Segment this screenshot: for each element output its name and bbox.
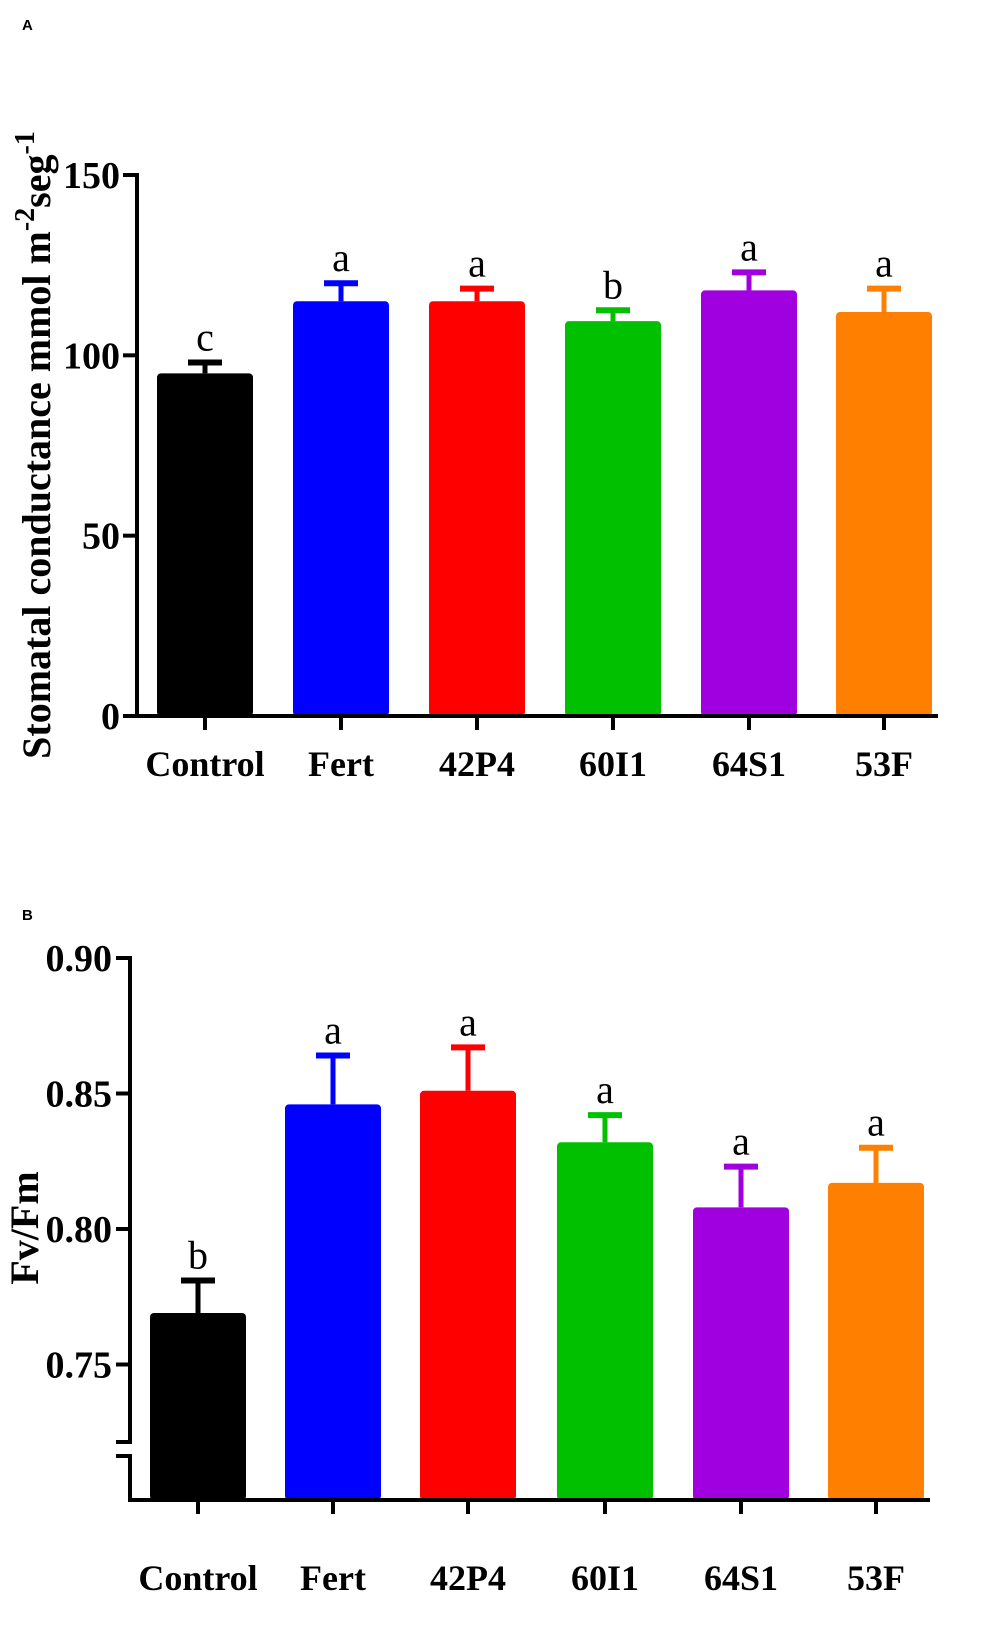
x-tick-label: 60I1 (579, 744, 647, 784)
y-axis-title-exp2: -1 (10, 131, 41, 154)
x-tick-label: Control (145, 744, 264, 784)
bar-fert (293, 301, 389, 716)
y-tick-label: 150 (63, 155, 120, 197)
y-tick-label: 0.90 (46, 938, 113, 980)
significance-label: b (603, 262, 623, 307)
significance-label: a (875, 241, 893, 286)
panel-b: B b Control a Fert a 42P4 a 60I1 a 64S1 a 53F 0.75 0.… (2, 907, 930, 1598)
y-axis-title-unit: seg (14, 154, 59, 207)
x-tick-label: 64S1 (704, 1558, 778, 1598)
x-tick-label: 42P4 (430, 1558, 506, 1598)
x-tick-label: 64S1 (712, 744, 786, 784)
bar-42p4 (420, 1090, 516, 1500)
significance-label: a (732, 1119, 750, 1164)
bar-60i1 (557, 1142, 653, 1500)
significance-label: c (196, 315, 214, 360)
x-tick-label: Fert (300, 1558, 366, 1598)
y-tick-label: 0.85 (46, 1074, 113, 1116)
y-tick-label: 50 (82, 516, 120, 558)
y-tick-label: 0.80 (46, 1209, 113, 1251)
significance-label: a (867, 1100, 885, 1145)
bar-60i1 (565, 321, 661, 716)
bar-64s1 (693, 1207, 789, 1500)
y-tick-label: 100 (63, 335, 120, 377)
x-tick-label: Fert (308, 744, 374, 784)
bar-fert (285, 1104, 381, 1500)
x-tick-label: 42P4 (439, 744, 515, 784)
bar-64s1 (701, 290, 797, 716)
y-tick-label: 0 (101, 696, 120, 738)
bar-control (157, 373, 253, 716)
significance-label: a (468, 241, 486, 286)
panel-a: A c Control a Fert a 42P4 b 60I1 a 64S1 a 53F 0 50 100… (10, 17, 938, 784)
panel-b-label: B (22, 907, 33, 924)
y-axis-title: Stomatal conductance mmol m-2seg-1 (10, 131, 59, 759)
y-axis-title-main: Stomatal conductance mmol m (14, 231, 59, 759)
bar-control (150, 1313, 246, 1500)
bar-53f (836, 312, 932, 716)
significance-label: a (740, 224, 758, 269)
bar-42p4 (429, 301, 525, 716)
x-tick-label: 53F (855, 744, 913, 784)
significance-label: b (188, 1232, 208, 1277)
significance-label: a (459, 999, 477, 1044)
x-tick-label: 53F (847, 1558, 905, 1598)
x-tick-label: Control (138, 1558, 257, 1598)
axis-break-gap (127, 1444, 133, 1458)
significance-label: a (332, 235, 350, 280)
y-axis-title: Fv/Fm (2, 1171, 47, 1284)
significance-label: a (324, 1008, 342, 1053)
panel-a-label: A (22, 17, 33, 34)
y-axis-title-exp1: -2 (10, 208, 41, 231)
x-tick-label: 60I1 (571, 1558, 639, 1598)
bar-53f (828, 1182, 924, 1500)
y-tick-label: 0.75 (46, 1345, 113, 1387)
significance-label: a (596, 1067, 614, 1112)
